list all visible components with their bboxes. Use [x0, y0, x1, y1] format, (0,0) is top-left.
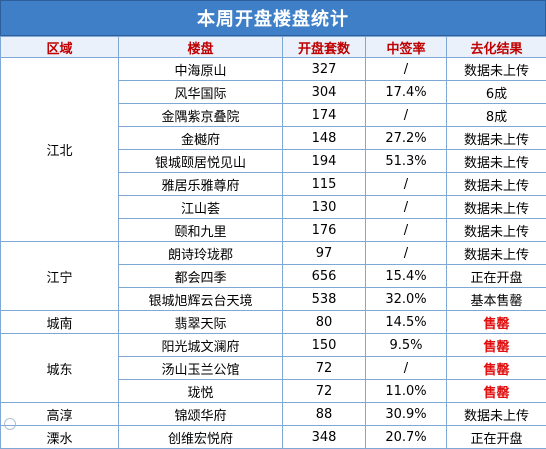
- sheet-title: 本周开盘楼盘统计: [0, 0, 546, 36]
- result-cell: 数据未上传: [447, 58, 546, 81]
- result-cell: 数据未上传: [447, 219, 546, 242]
- watermark: [4, 418, 16, 430]
- project-cell: 金隅紫京叠院: [119, 104, 283, 127]
- result-cell: 正在开盘: [447, 265, 546, 288]
- units-cell: 115: [283, 173, 366, 196]
- header-rate: 中签率: [366, 37, 447, 58]
- project-cell: 汤山玉兰公馆: [119, 357, 283, 380]
- rate-cell: /: [366, 196, 447, 219]
- result-cell: 售罄: [447, 311, 546, 334]
- units-cell: 656: [283, 265, 366, 288]
- result-cell: 数据未上传: [447, 127, 546, 150]
- rate-cell: /: [366, 58, 447, 81]
- project-cell: 阳光城文澜府: [119, 334, 283, 357]
- units-cell: 97: [283, 242, 366, 265]
- project-cell: 锦颂华府: [119, 403, 283, 426]
- units-cell: 150: [283, 334, 366, 357]
- units-cell: 304: [283, 81, 366, 104]
- result-cell: 数据未上传: [447, 150, 546, 173]
- result-cell: 数据未上传: [447, 196, 546, 219]
- rate-cell: 30.9%: [366, 403, 447, 426]
- units-cell: 194: [283, 150, 366, 173]
- region-cell: 江宁: [1, 242, 119, 311]
- rate-cell: /: [366, 219, 447, 242]
- region-cell: 江北: [1, 58, 119, 242]
- region-cell: 城东: [1, 334, 119, 403]
- result-cell: 6成: [447, 81, 546, 104]
- project-cell: 都会四季: [119, 265, 283, 288]
- rate-cell: /: [366, 173, 447, 196]
- rate-cell: 17.4%: [366, 81, 447, 104]
- header-units: 开盘套数: [283, 37, 366, 58]
- units-cell: 88: [283, 403, 366, 426]
- rate-cell: 32.0%: [366, 288, 447, 311]
- result-cell: 数据未上传: [447, 242, 546, 265]
- units-cell: 80: [283, 311, 366, 334]
- result-cell: 数据未上传: [447, 173, 546, 196]
- rate-cell: 9.5%: [366, 334, 447, 357]
- rate-cell: 51.3%: [366, 150, 447, 173]
- project-cell: 雅居乐雅尊府: [119, 173, 283, 196]
- units-cell: 327: [283, 58, 366, 81]
- units-cell: 72: [283, 357, 366, 380]
- result-cell: 8成: [447, 104, 546, 127]
- rate-cell: 11.0%: [366, 380, 447, 403]
- units-cell: 72: [283, 380, 366, 403]
- project-cell: 颐和九里: [119, 219, 283, 242]
- result-cell: 正在开盘: [447, 426, 546, 449]
- project-cell: 中海原山: [119, 58, 283, 81]
- project-cell: 朗诗玲珑郡: [119, 242, 283, 265]
- header-result: 去化结果: [447, 37, 546, 58]
- result-cell: 售罄: [447, 380, 546, 403]
- header-region: 区域: [1, 37, 119, 58]
- project-cell: 创维宏悦府: [119, 426, 283, 449]
- rate-cell: 14.5%: [366, 311, 447, 334]
- region-cell: 城南: [1, 311, 119, 334]
- project-cell: 翡翠天际: [119, 311, 283, 334]
- units-cell: 348: [283, 426, 366, 449]
- project-cell: 银城颐居悦见山: [119, 150, 283, 173]
- rate-cell: 27.2%: [366, 127, 447, 150]
- rate-cell: 20.7%: [366, 426, 447, 449]
- result-cell: 数据未上传: [447, 403, 546, 426]
- header-project: 楼盘: [119, 37, 283, 58]
- units-cell: 538: [283, 288, 366, 311]
- units-cell: 148: [283, 127, 366, 150]
- project-cell: 珑悦: [119, 380, 283, 403]
- result-cell: 售罄: [447, 334, 546, 357]
- project-cell: 风华国际: [119, 81, 283, 104]
- result-cell: 售罄: [447, 357, 546, 380]
- camera-icon: [4, 418, 16, 430]
- rate-cell: 15.4%: [366, 265, 447, 288]
- header-row: 区域 楼盘 开盘套数 中签率 去化结果: [1, 37, 546, 58]
- units-cell: 130: [283, 196, 366, 219]
- rate-cell: /: [366, 242, 447, 265]
- rate-cell: /: [366, 357, 447, 380]
- project-cell: 金樾府: [119, 127, 283, 150]
- project-cell: 银城旭辉云台天境: [119, 288, 283, 311]
- rate-cell: /: [366, 104, 447, 127]
- region-cell: 溧水: [1, 426, 119, 449]
- units-cell: 176: [283, 219, 366, 242]
- result-cell: 基本售罄: [447, 288, 546, 311]
- project-cell: 江山荟: [119, 196, 283, 219]
- region-cell: 高淳: [1, 403, 119, 426]
- units-cell: 174: [283, 104, 366, 127]
